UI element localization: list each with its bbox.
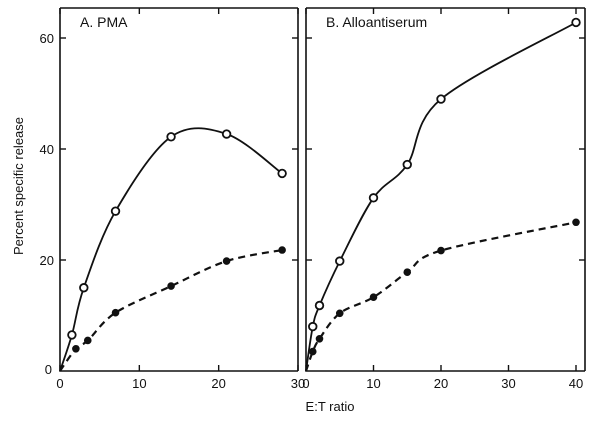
series-line [304,221,577,372]
data-point-open [166,132,176,142]
series-line [59,248,283,372]
data-point-open [571,17,581,28]
data-point-filled [111,308,120,317]
data-point-filled [308,347,317,356]
x-tick-label: 0 [56,376,63,391]
data-point-open [79,283,89,293]
data-point-open [67,330,77,340]
panel-a: A. PMA 0 10 20 30 0 20 40 60 [40,7,305,391]
y-tick-label: 0 [45,362,52,377]
data-point-open [221,129,232,139]
x-tick-label: 30 [291,376,305,391]
data-point-open [436,94,446,104]
x-tick-label: 10 [366,376,380,391]
y-tick-label: 40 [40,142,54,157]
panel-title: B. Alloantiserum [326,14,427,30]
x-tick-label: 10 [132,376,146,391]
data-point-filled [72,345,80,353]
y-tick-label: 20 [40,253,54,268]
data-point-open [308,321,318,332]
data-point-filled [278,246,286,254]
axis-frame [305,8,585,372]
data-point-open [110,206,121,216]
data-point-open [335,256,345,266]
y-axis-label: Percent specific release [11,117,26,255]
data-point-open [402,159,412,170]
x-axis-label: E:T ratio [306,399,355,414]
x-tick-label: 20 [211,376,225,391]
data-point-filled [369,293,378,301]
x-tick-label: 30 [501,376,515,391]
x-tick-label: 40 [569,376,583,391]
data-point-filled [222,257,231,265]
data-point-filled [572,218,580,227]
series-line [305,21,577,372]
data-point-open [314,300,325,311]
data-point-filled [83,336,92,345]
y-tick-label: 60 [40,31,54,46]
x-tick-label: 0 [302,376,309,391]
data-point-open [368,193,379,203]
axis-frame [59,8,298,372]
panel-title: A. PMA [80,14,128,30]
data-point-filled [437,246,445,255]
data-point-open [277,168,287,179]
data-point-filled [315,335,324,343]
data-point-filled [403,268,412,277]
x-tick-label: 20 [434,376,448,391]
data-point-filled [167,282,175,290]
data-point-filled [335,309,344,318]
panel-b: B. Alloantiserum 0 10 20 30 40 [302,7,586,391]
